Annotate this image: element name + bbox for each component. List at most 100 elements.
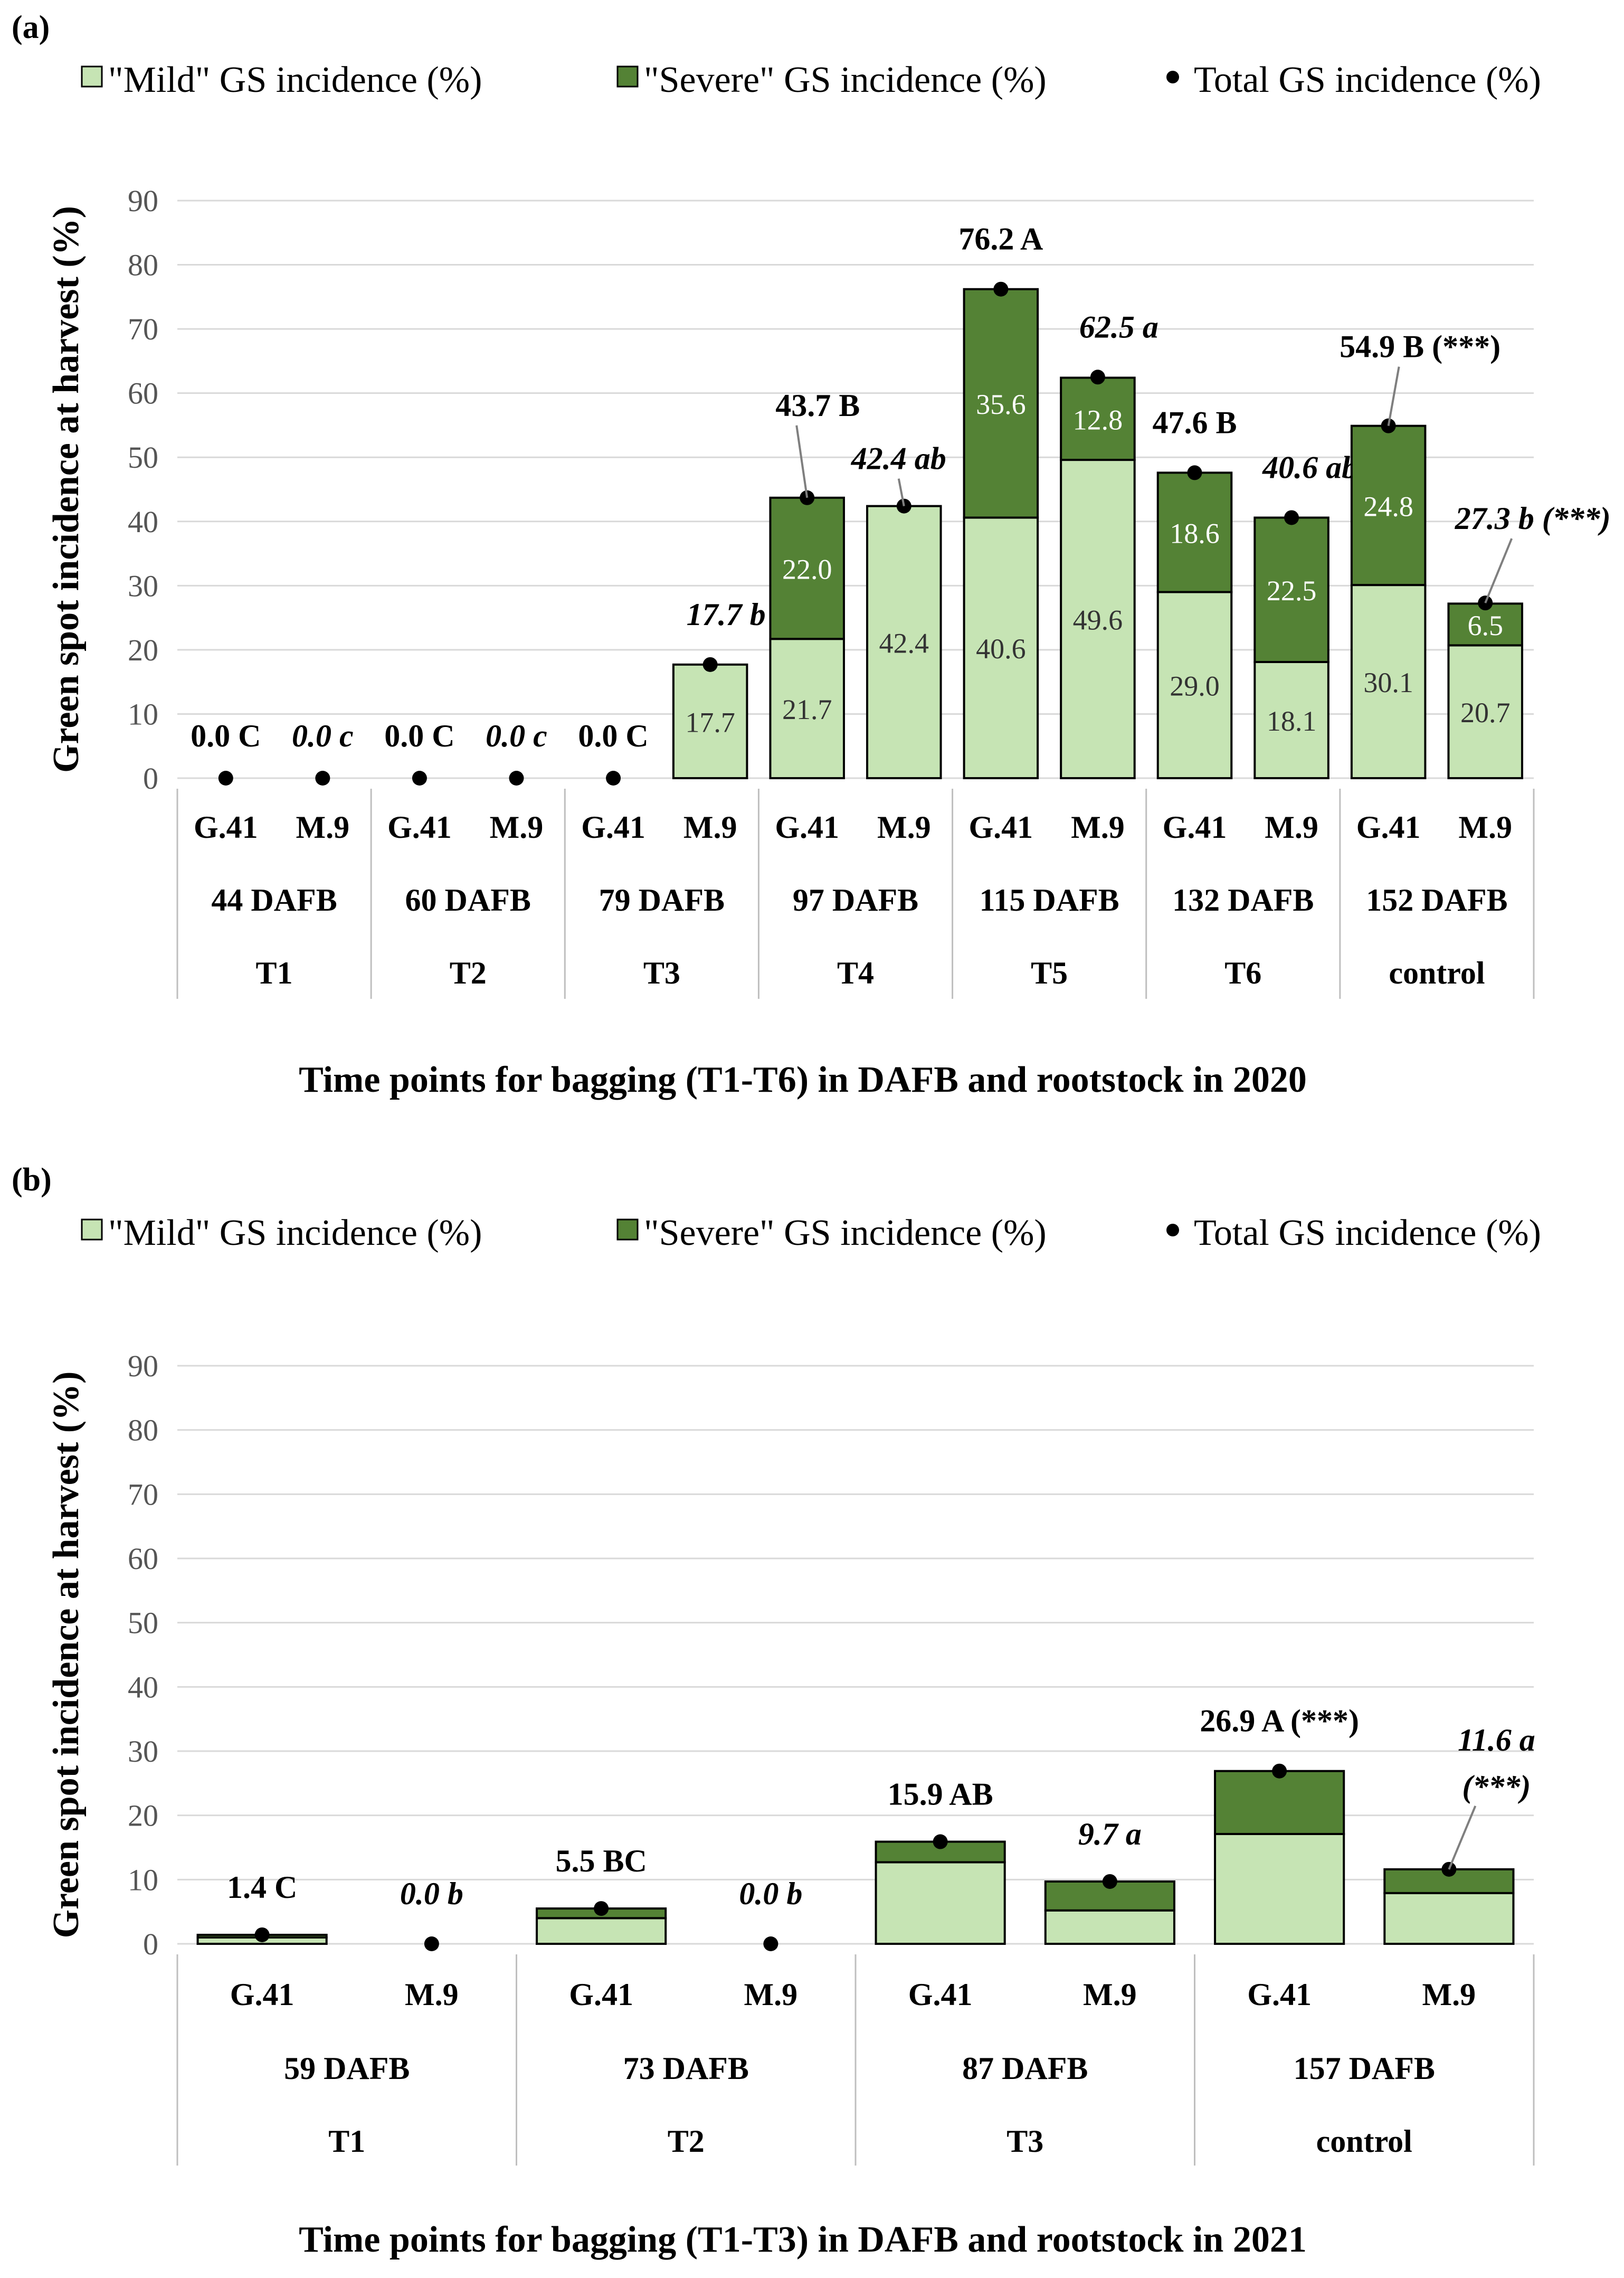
rootstock-label: M.9 [1458, 810, 1512, 845]
rootstock-label: G.41 [194, 810, 258, 845]
legend-mild-label: "Mild" GS incidence (%) [108, 60, 482, 100]
total-marker [993, 281, 1009, 297]
rootstock-label: M.9 [405, 1977, 459, 2012]
total-label: 40.6 ab [1262, 450, 1357, 485]
total-label: 5.5 BC [555, 1844, 647, 1878]
chart-panel-a: (a) "Mild" GS incidence (%) "Severe" GS in… [12, 10, 1611, 1100]
bar-mild [769, 638, 845, 780]
rootstock-label: M.9 [1083, 1977, 1137, 2012]
rootstock-label: G.41 [775, 810, 839, 845]
bar-severe-label: 24.8 [1363, 490, 1413, 522]
y-tick-label: 20 [128, 633, 158, 667]
y-tick-label: 50 [128, 1606, 158, 1640]
y-tick-label: 30 [128, 1734, 158, 1769]
total-label: 15.9 AB [888, 1777, 993, 1812]
bar-mild [1350, 584, 1427, 780]
total-label: 9.7 a [1078, 1817, 1142, 1851]
callout-line [1387, 366, 1400, 427]
total-label-significance: (***) [1462, 1769, 1531, 1804]
total-label: 0.0 b [400, 1876, 463, 1911]
total-label: 54.9 B (***) [1340, 329, 1500, 364]
rootstock-label: M.9 [877, 810, 931, 845]
bar-severe-label: 18.6 [1170, 517, 1220, 549]
total-label: 42.4 ab [851, 441, 946, 476]
y-tick-label: 80 [128, 1413, 158, 1448]
rootstock-label: M.9 [683, 810, 737, 845]
total-label: 0.0 C [384, 719, 454, 753]
legend-mild-swatch [81, 65, 103, 88]
rootstock-label: G.41 [1356, 810, 1421, 845]
dafb-label: 79 DAFB [599, 883, 725, 918]
timepoint-label: T5 [1031, 956, 1068, 990]
dafb-label: 87 DAFB [962, 2051, 1088, 2086]
bar-mild-label: 17.7 [685, 706, 735, 738]
y-axis-title: Green spot incidence at harvest (%) [46, 206, 87, 773]
bar-mild [963, 516, 1039, 779]
total-label: 0.0 C [191, 719, 261, 753]
total-marker [1284, 510, 1299, 525]
rootstock-label: M.9 [296, 810, 350, 845]
dafb-label: 157 DAFB [1294, 2051, 1435, 2086]
y-tick-label: 20 [128, 1799, 158, 1833]
total-label: 0.0 c [486, 719, 547, 753]
bar-mild-label: 21.7 [782, 694, 832, 725]
legend-mild-swatch [81, 1218, 103, 1241]
rootstock-label: M.9 [1071, 810, 1125, 845]
total-marker [702, 657, 718, 672]
legend-severe-label: "Severe" GS incidence (%) [644, 1213, 1047, 1253]
rootstock-label: G.41 [1163, 810, 1227, 845]
total-marker [254, 1927, 270, 1942]
total-label-value: 11.6 a [1458, 1723, 1535, 1757]
legend-total-marker [1166, 71, 1179, 83]
bar-mild [1447, 644, 1523, 779]
rootstock-label: G.41 [1247, 1977, 1312, 2012]
bar-severe-label: 22.5 [1267, 575, 1317, 607]
y-tick-label: 40 [128, 1670, 158, 1704]
bar-mild [1044, 1909, 1175, 1945]
total-label: 0.0 c [292, 719, 354, 753]
dafb-label: 44 DAFB [211, 883, 337, 918]
rootstock-label: G.41 [569, 1977, 633, 2012]
total-label: 0.0 b [739, 1876, 802, 1911]
callout-line [1448, 1806, 1477, 1870]
y-tick-label: 0 [143, 1927, 158, 1961]
total-marker [606, 771, 621, 786]
y-tick-label: 0 [143, 761, 158, 796]
y-tick-label: 70 [128, 312, 158, 346]
rootstock-label: M.9 [490, 810, 544, 845]
dafb-label: 115 DAFB [980, 883, 1119, 918]
bar-mild [536, 1917, 667, 1945]
bar-severe [769, 496, 845, 640]
rootstock-label: G.41 [969, 810, 1033, 845]
panel-label: (b) [12, 1162, 52, 1198]
x-axis-title: Time points for bagging (T1-T3) in DAFB … [299, 2219, 1307, 2260]
total-label: 47.6 B [1152, 405, 1237, 440]
total-label: 26.9 A (***) [1200, 1704, 1359, 1738]
callout-line [1484, 538, 1513, 603]
y-tick-label: 40 [128, 505, 158, 539]
legend-mild-label: "Mild" GS incidence (%) [108, 1213, 482, 1253]
total-marker [424, 1936, 439, 1951]
legend-severe-swatch [616, 65, 639, 88]
bar-mild-label: 30.1 [1363, 667, 1413, 698]
total-label: 17.7 b [687, 597, 766, 632]
bar-mild [1383, 1892, 1515, 1945]
y-tick-label: 30 [128, 569, 158, 603]
legend-severe-label: "Severe" GS incidence (%) [644, 60, 1047, 100]
y-axis-title: Green spot incidence at harvest (%) [46, 1372, 87, 1939]
x-axis-title: Time points for bagging (T1-T6) in DAFB … [299, 1060, 1307, 1100]
legend-total-label: Total GS incidence (%) [1194, 1213, 1541, 1253]
y-tick-label: 10 [128, 697, 158, 731]
bar-mild-label: 29.0 [1170, 670, 1220, 702]
chart-panel-b: (b) "Mild" GS incidence (%) "Severe" GS in… [12, 1162, 1541, 2260]
timepoint-label: T3 [643, 956, 680, 990]
dafb-label: 59 DAFB [284, 2051, 410, 2086]
rootstock-label: M.9 [744, 1977, 798, 2012]
bar-mild-label: 20.7 [1460, 697, 1511, 729]
total-label: 0.0 C [578, 719, 648, 753]
dafb-label: 97 DAFB [793, 883, 918, 918]
bar-mild-label: 18.1 [1267, 705, 1317, 737]
total-marker [1272, 1763, 1287, 1779]
total-label: 27.3 b (***) [1455, 501, 1611, 536]
